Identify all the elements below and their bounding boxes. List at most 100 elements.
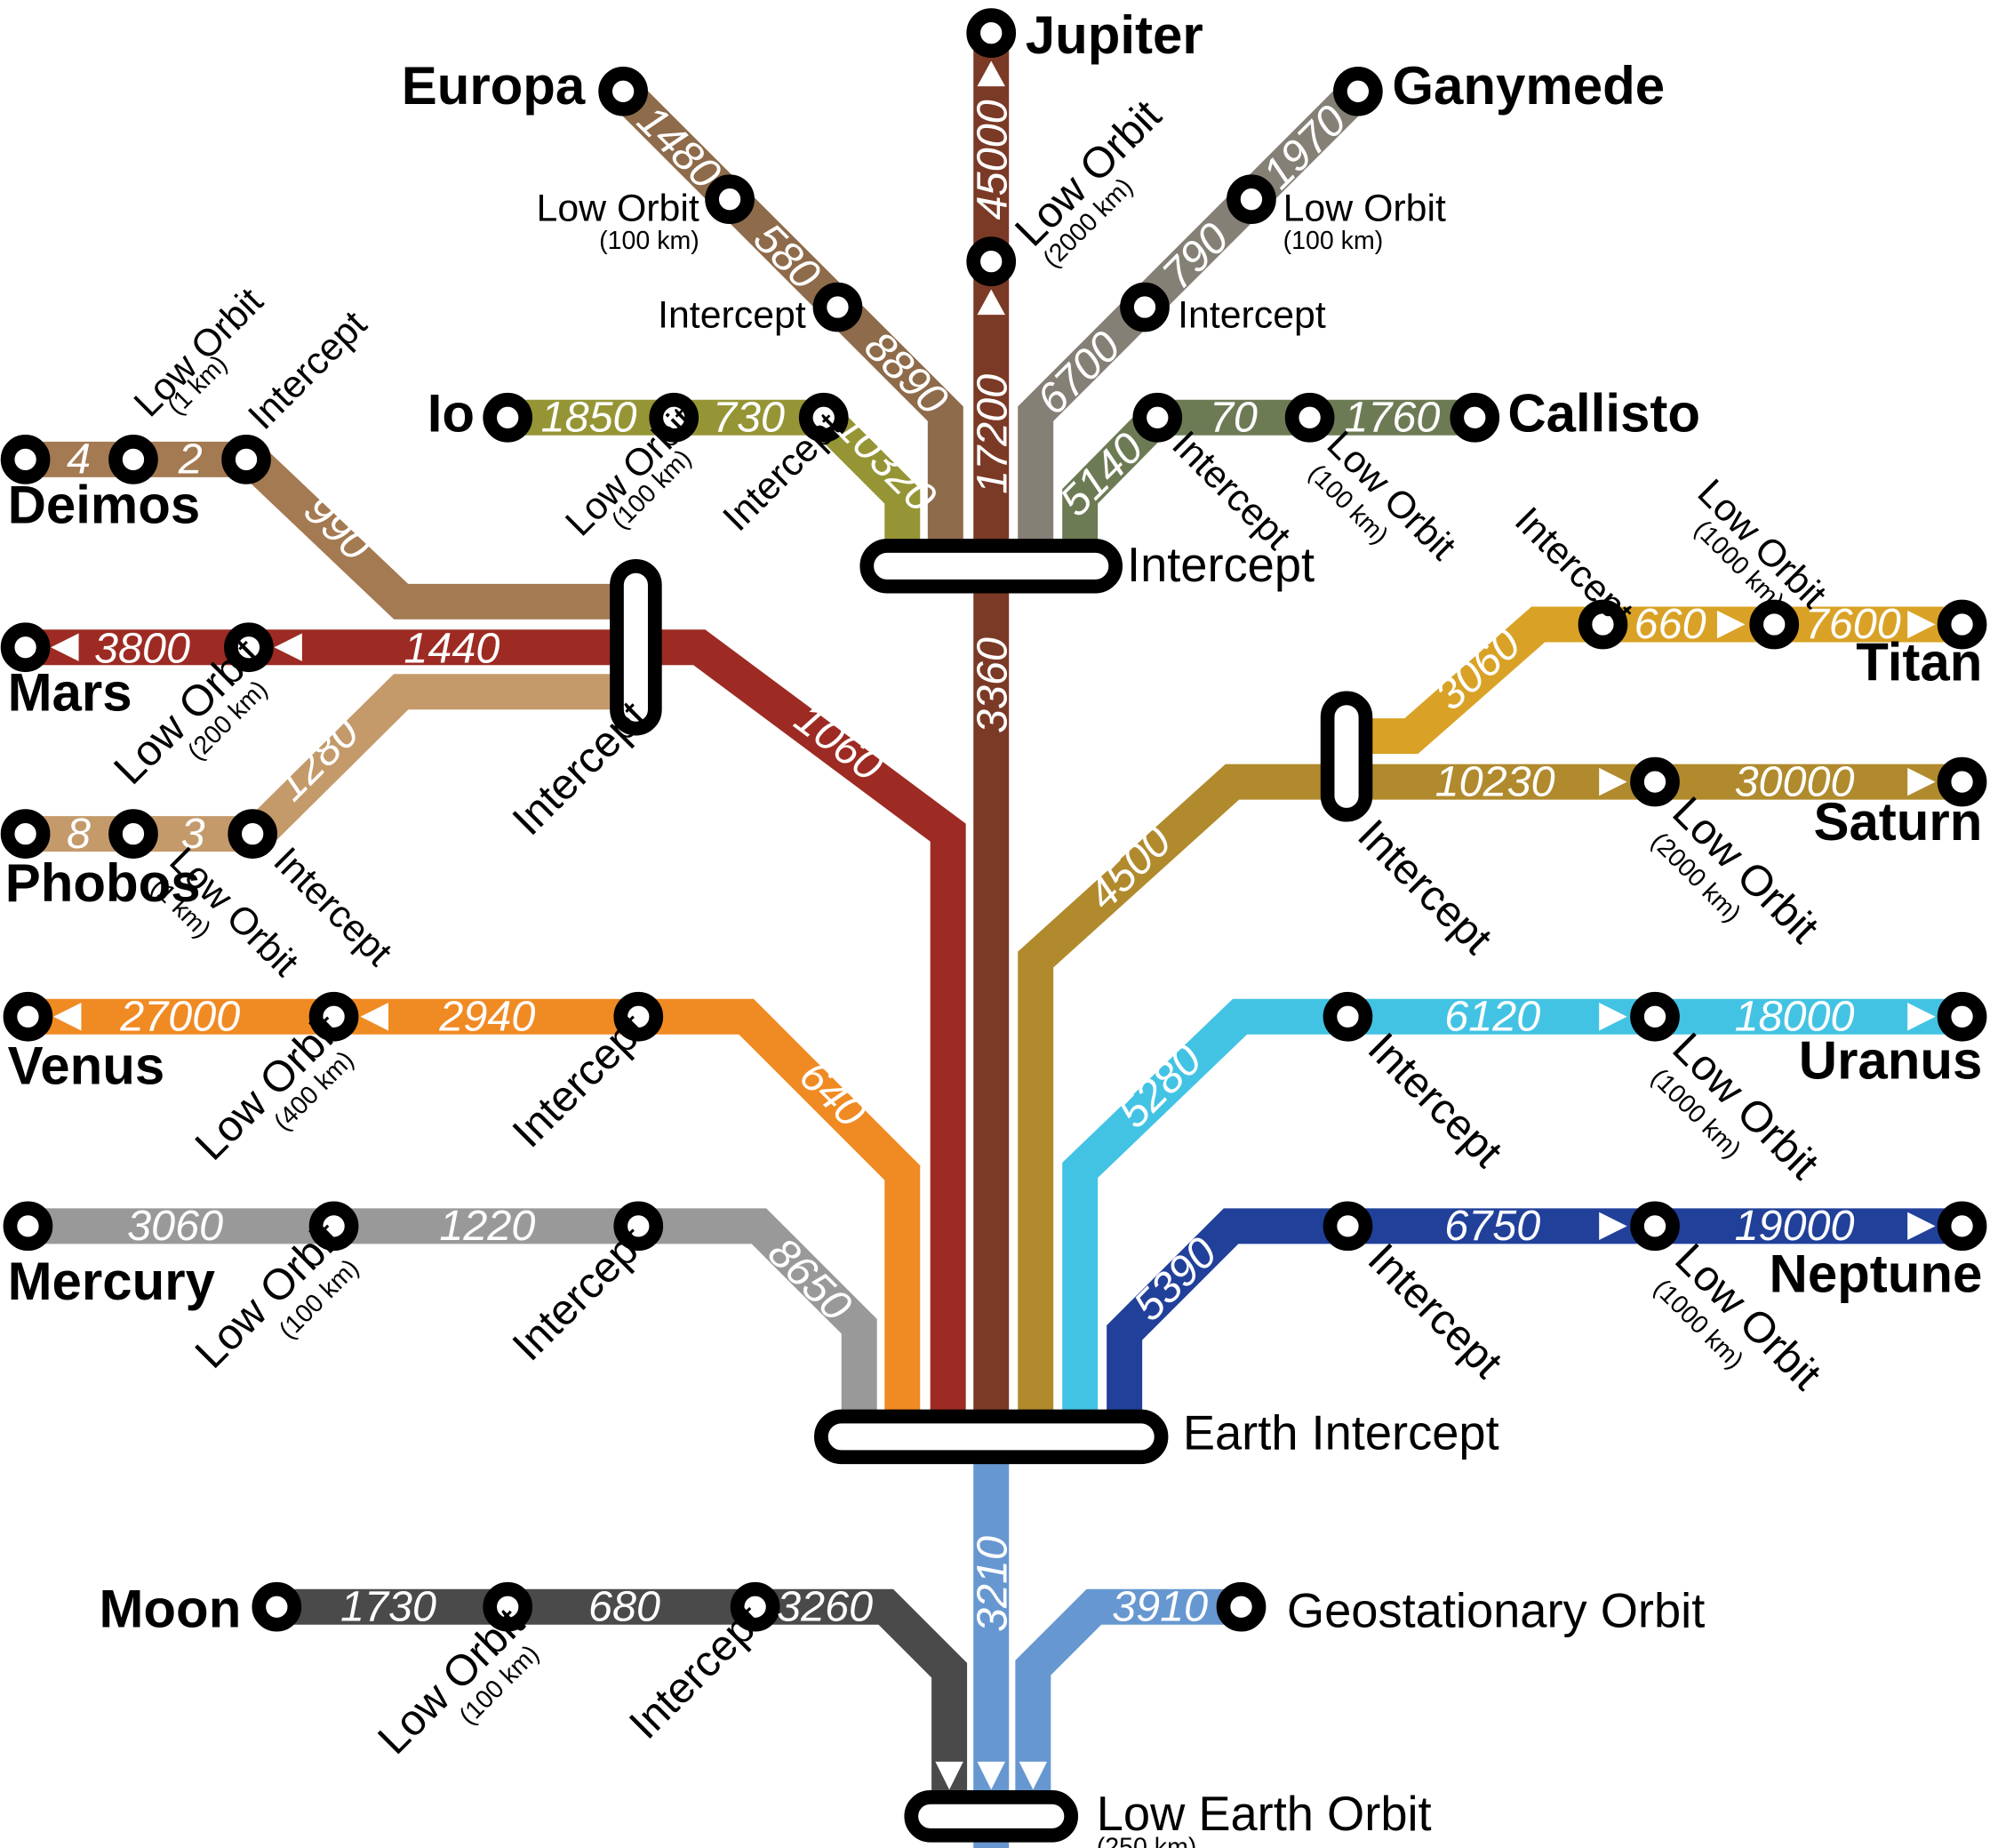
station-jupiter-low-orbit[interactable] xyxy=(966,236,1017,286)
stations xyxy=(0,8,1987,1632)
station-neptune-low-orbit[interactable] xyxy=(1630,1201,1680,1252)
body-name-moon: Moon xyxy=(99,1580,241,1639)
saturn-intercept-hub[interactable] xyxy=(1320,691,1373,822)
station-phobos-intercept[interactable] xyxy=(228,809,278,859)
route-geo xyxy=(1015,1588,1242,1803)
station-mercury-low-orbit[interactable] xyxy=(308,1201,359,1252)
arrow-icon xyxy=(977,60,1005,87)
body-name-venus: Venus xyxy=(8,1036,165,1095)
station-mercury[interactable] xyxy=(3,1201,53,1252)
station-phobos[interactable] xyxy=(0,809,51,859)
station-titan-low-orbit[interactable] xyxy=(1749,599,1800,650)
station-ganymede-low-orbit[interactable] xyxy=(1227,174,1276,225)
body-name-neptune: Neptune xyxy=(1770,1244,1983,1304)
station-mercury-intercept[interactable] xyxy=(613,1201,664,1252)
dv-label: 3060 xyxy=(127,1202,223,1250)
station-io[interactable] xyxy=(483,392,533,443)
station-phobos-low-orbit[interactable] xyxy=(108,809,158,859)
route-mars xyxy=(22,629,966,1422)
body-name-mercury: Mercury xyxy=(8,1252,216,1311)
station-europa[interactable] xyxy=(598,66,648,116)
station-uranus-low-orbit[interactable] xyxy=(1630,991,1680,1042)
dv-label: 3210 xyxy=(968,1536,1016,1632)
route-neptune xyxy=(1107,1208,1965,1422)
arrow-icon xyxy=(1907,1212,1936,1241)
arrow-icon xyxy=(1599,767,1627,796)
mars-intercept-hub[interactable] xyxy=(610,558,662,736)
arrow-icon xyxy=(51,633,79,661)
body-name-ganymede: Ganymede xyxy=(1392,56,1665,116)
station-callisto-low-orbit[interactable] xyxy=(1284,392,1335,443)
label-intercept: Intercept xyxy=(1178,293,1326,336)
dv-label: 70 xyxy=(1210,393,1258,441)
body-name-callisto: Callisto xyxy=(1507,383,1700,443)
body-name-titan: Titan xyxy=(1856,632,1982,692)
station-jupiter[interactable] xyxy=(966,8,1017,58)
body-name-mars: Mars xyxy=(8,663,132,723)
low-earth-orbit-label: Low Earth Orbit xyxy=(1097,1788,1432,1841)
station-io-low-orbit[interactable] xyxy=(649,392,699,443)
hubs xyxy=(610,539,1373,1843)
dv-label: 3910 xyxy=(1112,1582,1208,1630)
station-saturn[interactable] xyxy=(1937,756,1987,807)
route-saturn xyxy=(1018,764,1965,1422)
station-moon[interactable] xyxy=(252,1581,302,1632)
station-venus-low-orbit[interactable] xyxy=(308,991,359,1042)
station-deimos[interactable] xyxy=(0,435,51,484)
station-neptune[interactable] xyxy=(1937,1201,1987,1252)
station-europa-low-orbit[interactable] xyxy=(705,174,755,225)
dv-label: 3360 xyxy=(968,637,1016,733)
geostationary-orbit-label: Geostationary Orbit xyxy=(1287,1585,1705,1638)
route-mercury xyxy=(25,1208,877,1422)
station-neptune-intercept[interactable] xyxy=(1323,1201,1373,1252)
body-name-jupiter: Jupiter xyxy=(1026,5,1203,65)
arrow-icon xyxy=(53,1003,82,1031)
arrow-icon xyxy=(1019,1761,1048,1790)
earth-intercept-hub[interactable] xyxy=(814,1409,1169,1465)
arrow-icon xyxy=(1599,1003,1627,1031)
dv-label: 1850 xyxy=(541,393,637,441)
arrow-icon xyxy=(1907,767,1936,796)
body-name-uranus: Uranus xyxy=(1799,1031,1983,1091)
dv-label: 8 xyxy=(67,810,91,858)
station-callisto-intercept[interactable] xyxy=(1132,392,1183,443)
station-uranus[interactable] xyxy=(1937,991,1987,1042)
label-altitude: (100 km) xyxy=(1283,227,1384,255)
body-names: Jupiter Europa Ganymede Io Callisto Deim… xyxy=(5,5,1983,1639)
station-mars-low-orbit[interactable] xyxy=(224,622,274,673)
arrow-icon xyxy=(935,1761,963,1790)
arrow-icon xyxy=(360,1003,388,1031)
station-titan-intercept[interactable] xyxy=(1578,599,1628,650)
dv-label: 19000 xyxy=(1735,1202,1855,1250)
station-ganymede[interactable] xyxy=(1333,66,1383,116)
dv-label: 18000 xyxy=(1735,992,1855,1040)
label-intercept: Intercept xyxy=(1359,1235,1512,1388)
station-moon-low-orbit[interactable] xyxy=(483,1581,533,1632)
arrow-icon xyxy=(977,289,1005,316)
arrow-icon xyxy=(274,633,302,661)
dv-label: 3 xyxy=(181,810,205,858)
dv-label: 1760 xyxy=(1344,393,1440,441)
station-deimos-low-orbit[interactable] xyxy=(108,435,158,484)
station-venus-intercept[interactable] xyxy=(613,991,664,1042)
station-io-intercept[interactable] xyxy=(798,392,849,443)
station-geostationary-orbit[interactable] xyxy=(1216,1581,1267,1632)
dv-label: 17200 xyxy=(968,374,1016,494)
station-deimos-intercept[interactable] xyxy=(221,435,271,484)
station-callisto[interactable] xyxy=(1450,392,1500,443)
station-moon-intercept[interactable] xyxy=(730,1581,780,1632)
station-ganymede-intercept[interactable] xyxy=(1120,282,1170,332)
dv-label: 45000 xyxy=(968,100,1016,220)
jupiter-intercept-label: Intercept xyxy=(1127,539,1315,592)
station-europa-intercept[interactable] xyxy=(812,282,863,332)
dv-label: 660 xyxy=(1634,600,1706,648)
jupiter-intercept-hub[interactable] xyxy=(859,539,1123,594)
station-uranus-intercept[interactable] xyxy=(1323,991,1373,1042)
station-saturn-low-orbit[interactable] xyxy=(1630,756,1680,807)
low-earth-orbit-hub[interactable] xyxy=(904,1790,1079,1843)
arrow-icon xyxy=(1907,1003,1936,1031)
station-titan[interactable] xyxy=(1937,599,1987,650)
station-venus[interactable] xyxy=(3,991,53,1042)
station-mars[interactable] xyxy=(0,622,51,673)
body-name-phobos: Phobos xyxy=(5,853,201,913)
